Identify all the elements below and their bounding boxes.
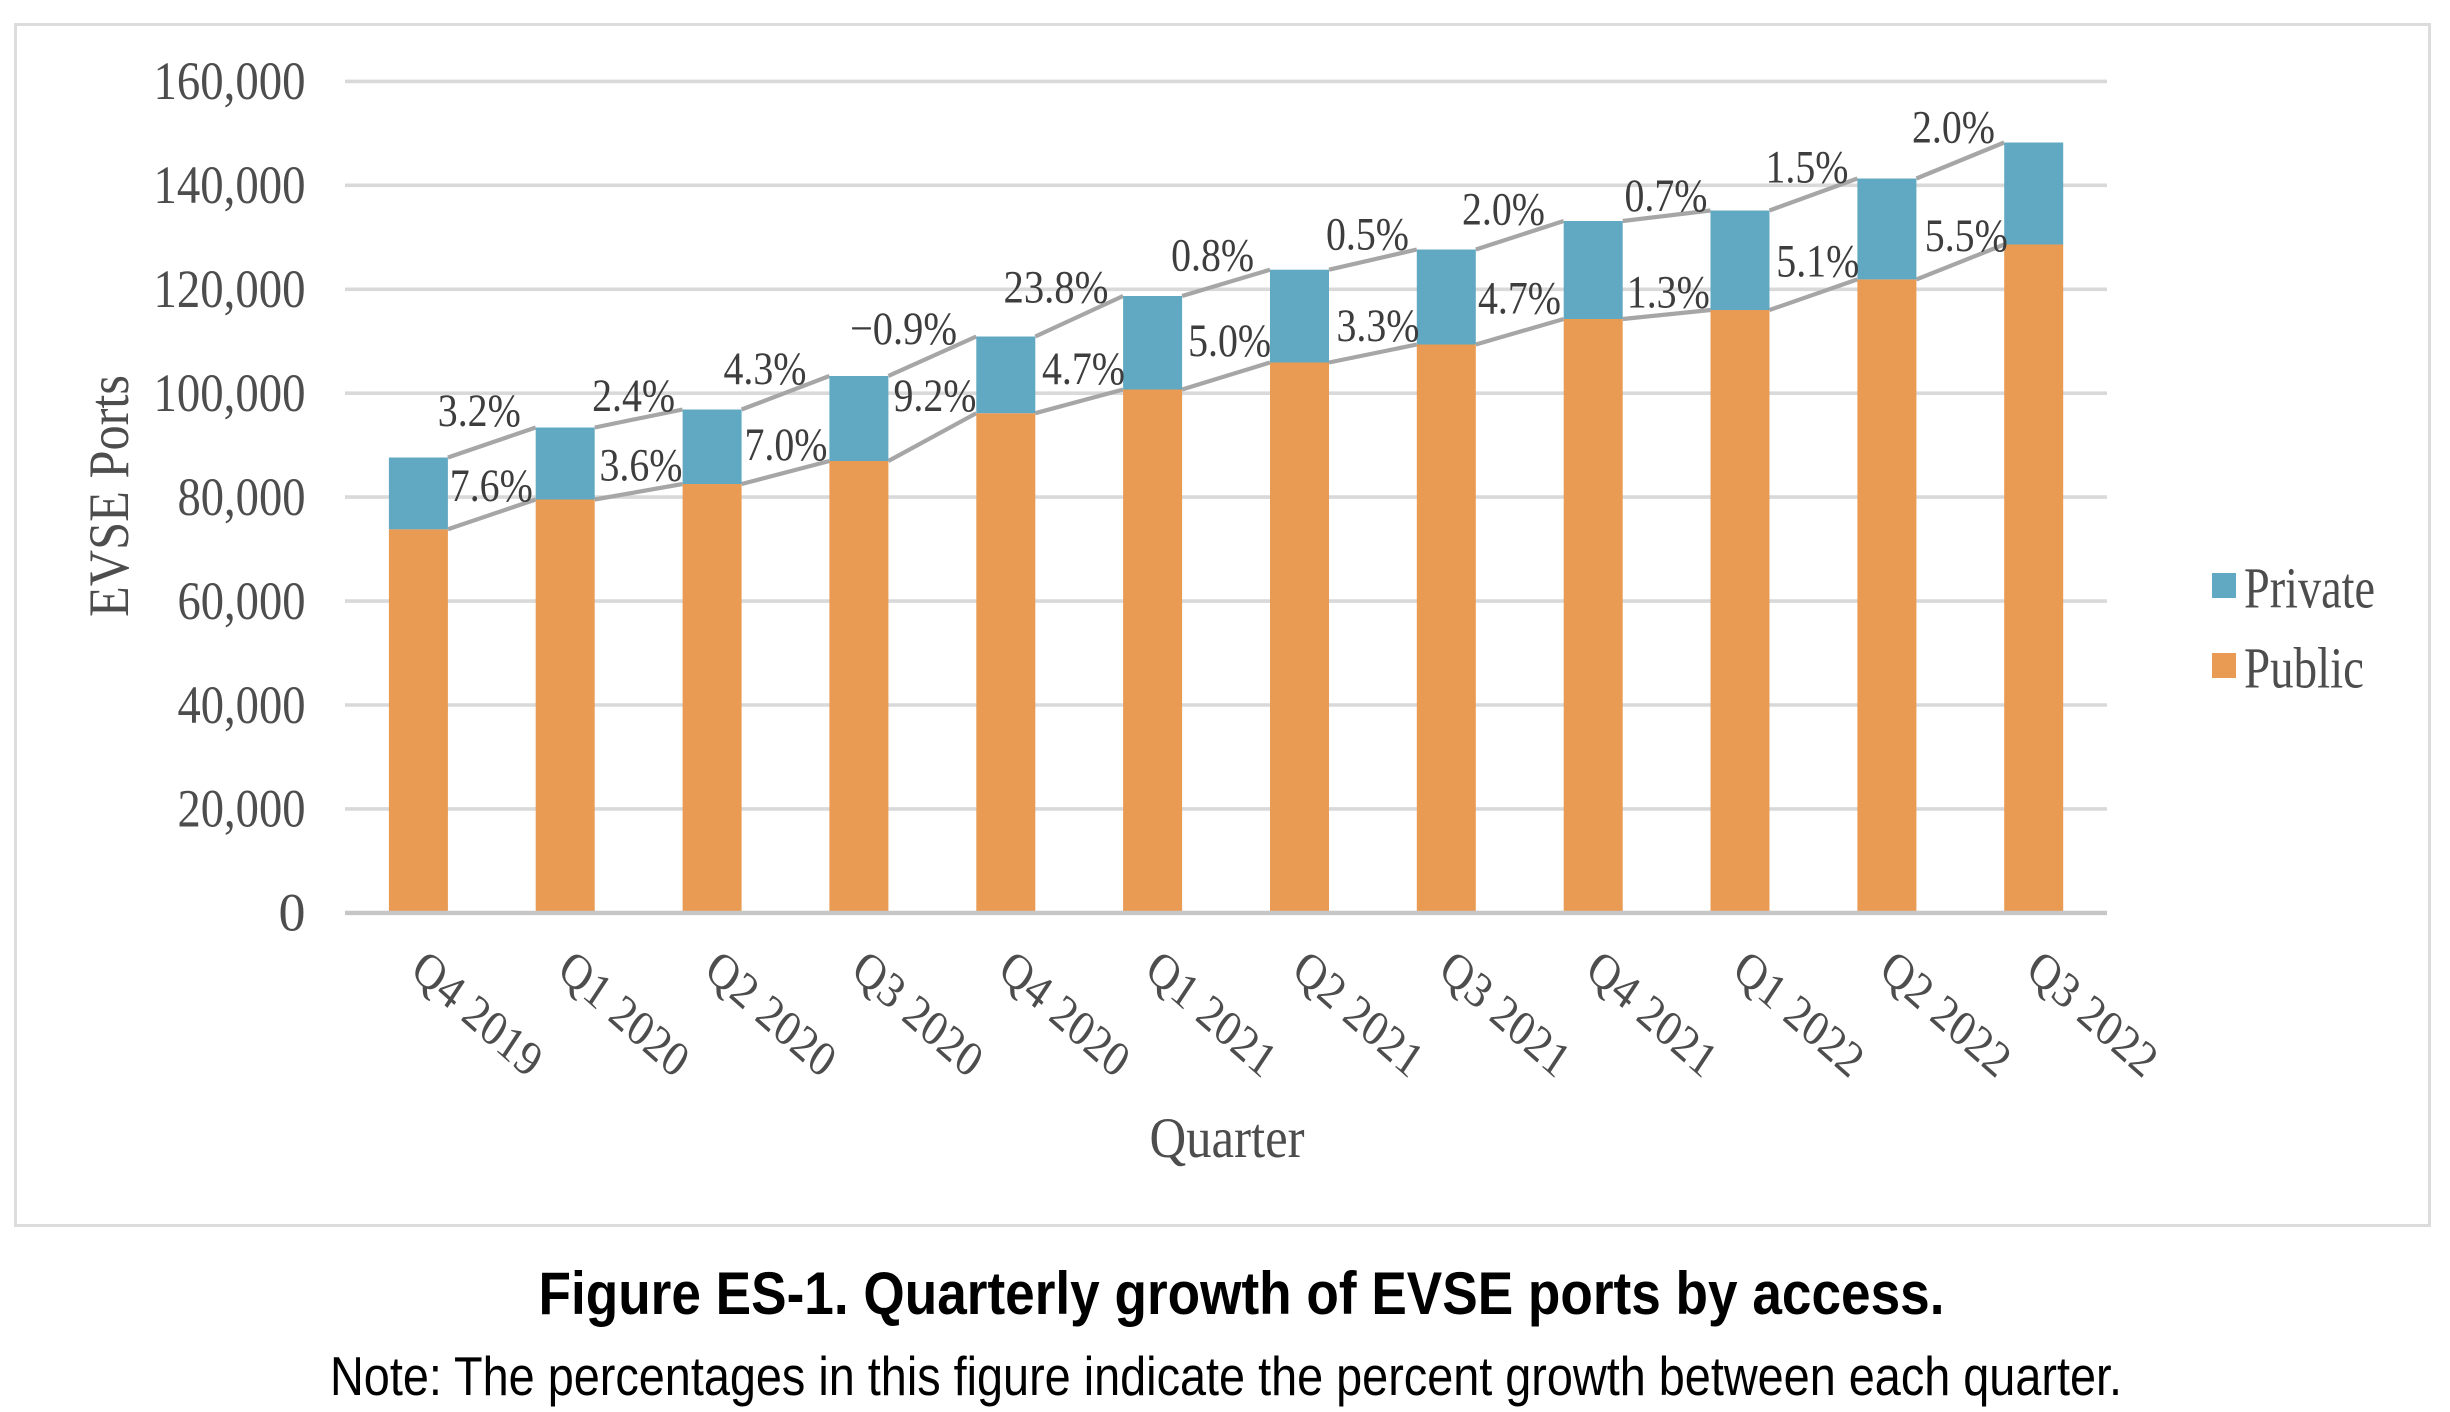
svg-text:0.5%: 0.5% xyxy=(1326,209,1409,261)
svg-text:4.3%: 4.3% xyxy=(724,343,807,395)
svg-text:4.7%: 4.7% xyxy=(1042,343,1125,395)
svg-text:9.2%: 9.2% xyxy=(894,370,977,422)
svg-text:80,000: 80,000 xyxy=(178,467,306,527)
svg-text:5.1%: 5.1% xyxy=(1776,236,1859,288)
svg-text:Public: Public xyxy=(2244,636,2364,701)
svg-text:7.6%: 7.6% xyxy=(450,460,533,512)
svg-text:20,000: 20,000 xyxy=(178,779,306,839)
svg-text:3.3%: 3.3% xyxy=(1337,300,1420,352)
svg-text:4.7%: 4.7% xyxy=(1478,273,1561,325)
svg-text:120,000: 120,000 xyxy=(154,259,306,319)
svg-text:23.8%: 23.8% xyxy=(1004,262,1109,314)
svg-text:0.7%: 0.7% xyxy=(1625,170,1708,222)
svg-text:0.8%: 0.8% xyxy=(1171,230,1254,282)
svg-text:Private: Private xyxy=(2244,556,2375,621)
svg-text:Note: The percentages in this: Note: The percentages in this figure ind… xyxy=(330,1345,2122,1407)
svg-text:1.5%: 1.5% xyxy=(1766,142,1849,194)
svg-text:EVSE Ports: EVSE Ports xyxy=(78,375,141,617)
svg-text:7.0%: 7.0% xyxy=(745,419,828,471)
svg-text:5.0%: 5.0% xyxy=(1188,315,1271,367)
svg-text:Figure ES-1. Quarterly growth: Figure ES-1. Quarterly growth of EVSE po… xyxy=(539,1260,1945,1327)
svg-text:3.2%: 3.2% xyxy=(438,385,521,437)
svg-text:2.4%: 2.4% xyxy=(592,370,675,422)
svg-text:140,000: 140,000 xyxy=(154,155,306,215)
svg-text:5.5%: 5.5% xyxy=(1925,210,2008,262)
svg-text:2.0%: 2.0% xyxy=(1462,184,1545,236)
svg-text:1.3%: 1.3% xyxy=(1627,267,1710,319)
svg-text:40,000: 40,000 xyxy=(178,675,306,735)
svg-text:−0.9%: −0.9% xyxy=(850,303,957,355)
svg-text:160,000: 160,000 xyxy=(154,51,306,111)
svg-text:2.0%: 2.0% xyxy=(1912,102,1995,154)
svg-text:3.6%: 3.6% xyxy=(600,440,683,492)
svg-text:60,000: 60,000 xyxy=(178,571,306,631)
svg-text:0: 0 xyxy=(279,883,306,943)
svg-text:100,000: 100,000 xyxy=(154,363,306,423)
svg-text:Quarter: Quarter xyxy=(1150,1107,1305,1170)
